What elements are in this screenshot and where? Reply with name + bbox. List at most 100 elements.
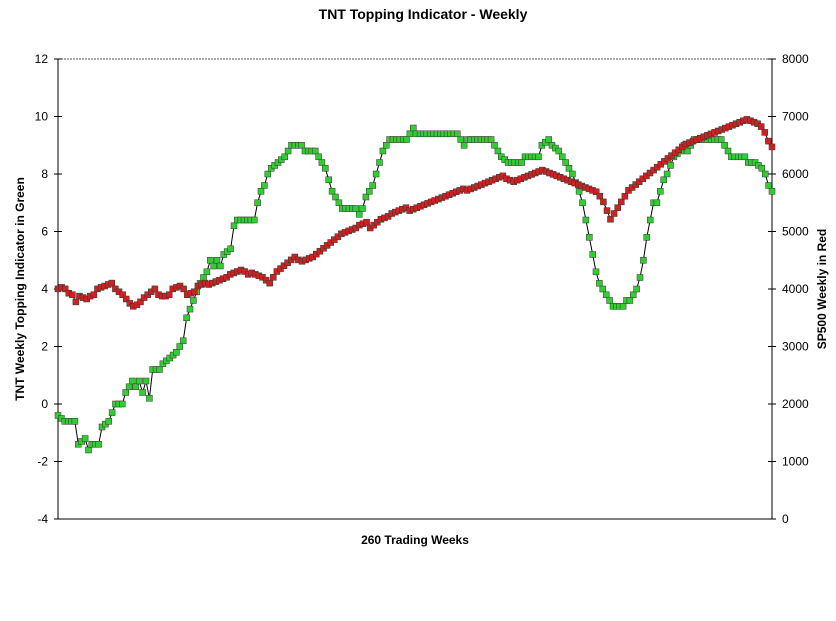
data-point-tnt bbox=[592, 268, 600, 276]
data-point-tnt bbox=[251, 216, 258, 224]
data-point-tnt bbox=[565, 165, 573, 172]
data-point-sp500 bbox=[137, 298, 144, 306]
data-point-tnt bbox=[95, 441, 102, 448]
data-point-sp500 bbox=[122, 295, 130, 303]
data-point-sp500 bbox=[151, 285, 159, 293]
data-point-tnt bbox=[667, 162, 674, 169]
data-point-tnt bbox=[403, 136, 410, 143]
data-point-tnt bbox=[663, 170, 671, 178]
right-tick-label: 1000 bbox=[782, 455, 809, 469]
data-point-tnt bbox=[156, 366, 163, 373]
data-point-tnt bbox=[261, 182, 268, 189]
data-point-sp500 bbox=[761, 129, 769, 136]
data-point-tnt bbox=[139, 389, 146, 396]
data-point-tnt bbox=[599, 285, 607, 293]
data-point-sp500 bbox=[768, 143, 776, 151]
data-point-tnt bbox=[366, 188, 373, 195]
data-point-tnt bbox=[311, 147, 319, 155]
data-point-sp500 bbox=[618, 198, 625, 206]
data-point-sp500 bbox=[621, 192, 629, 200]
data-point-tnt bbox=[142, 377, 150, 385]
series-points bbox=[54, 116, 776, 454]
data-point-tnt bbox=[606, 297, 613, 304]
data-point-tnt bbox=[281, 153, 288, 161]
data-point-tnt bbox=[217, 262, 224, 270]
left-tick-label: 10 bbox=[35, 110, 49, 124]
right-tick-label: 4000 bbox=[782, 282, 809, 296]
y2-axis-title: SP500 Weekly in Red bbox=[815, 229, 829, 350]
data-point-tnt bbox=[633, 285, 640, 293]
data-point-tnt bbox=[257, 188, 265, 195]
data-point-tnt bbox=[335, 199, 343, 207]
left-tick-label: -4 bbox=[37, 512, 48, 526]
data-point-sp500 bbox=[72, 298, 80, 306]
data-point-sp500 bbox=[757, 123, 765, 130]
data-point-tnt bbox=[602, 291, 610, 299]
right-tick-label: 7000 bbox=[782, 110, 809, 124]
data-point-tnt bbox=[717, 136, 725, 143]
data-point-sp500 bbox=[90, 291, 98, 298]
data-point-tnt bbox=[369, 182, 376, 189]
data-point-tnt bbox=[332, 193, 339, 201]
data-point-tnt bbox=[630, 291, 637, 299]
left-axis-ticks: 12 10 8 6 4 2 0 -2 -4 bbox=[35, 52, 62, 526]
data-point-tnt bbox=[284, 147, 292, 155]
chart-title: TNT Topping Indicator - Weekly bbox=[319, 6, 528, 22]
data-point-tnt bbox=[406, 130, 414, 138]
data-point-tnt bbox=[200, 274, 207, 281]
data-point-tnt bbox=[108, 409, 116, 416]
right-tick-label: 3000 bbox=[782, 340, 809, 354]
data-point-tnt bbox=[491, 142, 498, 149]
data-point-tnt bbox=[379, 147, 387, 155]
data-point-sp500 bbox=[165, 291, 173, 298]
data-point-tnt bbox=[71, 418, 79, 425]
data-point-tnt bbox=[264, 170, 272, 178]
data-point-sp500 bbox=[610, 210, 618, 217]
data-point-tnt bbox=[758, 165, 766, 172]
data-point-tnt bbox=[230, 222, 238, 230]
left-tick-label: 12 bbox=[35, 52, 49, 66]
data-point-tnt bbox=[105, 418, 113, 425]
data-point-sp500 bbox=[180, 285, 187, 293]
data-point-sp500 bbox=[603, 207, 611, 214]
data-point-tnt bbox=[176, 343, 184, 350]
data-point-tnt bbox=[125, 383, 133, 391]
data-point-tnt bbox=[636, 274, 644, 281]
data-point-tnt bbox=[186, 305, 194, 313]
left-tick-label: -2 bbox=[37, 455, 48, 469]
data-point-tnt bbox=[721, 142, 728, 149]
data-point-tnt bbox=[298, 142, 305, 149]
left-tick-label: 2 bbox=[41, 340, 48, 354]
data-point-tnt bbox=[315, 153, 322, 161]
data-point-sp500 bbox=[270, 274, 277, 281]
data-point-tnt bbox=[135, 377, 143, 385]
data-point-tnt bbox=[457, 136, 464, 143]
data-point-tnt bbox=[684, 147, 691, 155]
data-point-tnt bbox=[586, 234, 593, 241]
left-tick-label: 4 bbox=[41, 282, 48, 296]
data-point-tnt bbox=[724, 147, 732, 155]
data-point-tnt bbox=[322, 165, 329, 172]
data-point-tnt bbox=[207, 257, 214, 264]
data-point-tnt bbox=[657, 188, 664, 195]
data-point-tnt bbox=[359, 205, 366, 212]
right-tick-label: 2000 bbox=[782, 397, 809, 411]
data-point-tnt bbox=[318, 159, 326, 166]
data-point-tnt bbox=[562, 159, 569, 166]
data-point-tnt bbox=[132, 383, 140, 391]
data-point-tnt bbox=[129, 377, 136, 385]
data-point-tnt bbox=[410, 124, 417, 132]
data-point-tnt bbox=[589, 251, 596, 258]
data-point-tnt bbox=[596, 280, 603, 287]
right-tick-label: 6000 bbox=[782, 167, 809, 181]
data-point-sp500 bbox=[119, 291, 126, 298]
right-tick-label: 5000 bbox=[782, 225, 809, 239]
data-point-tnt bbox=[173, 349, 180, 356]
data-point-tnt bbox=[653, 199, 661, 207]
data-point-sp500 bbox=[61, 285, 69, 293]
data-point-tnt bbox=[190, 297, 197, 304]
data-point-tnt bbox=[518, 159, 525, 166]
data-point-sp500 bbox=[108, 279, 116, 287]
data-point-tnt bbox=[179, 337, 187, 345]
